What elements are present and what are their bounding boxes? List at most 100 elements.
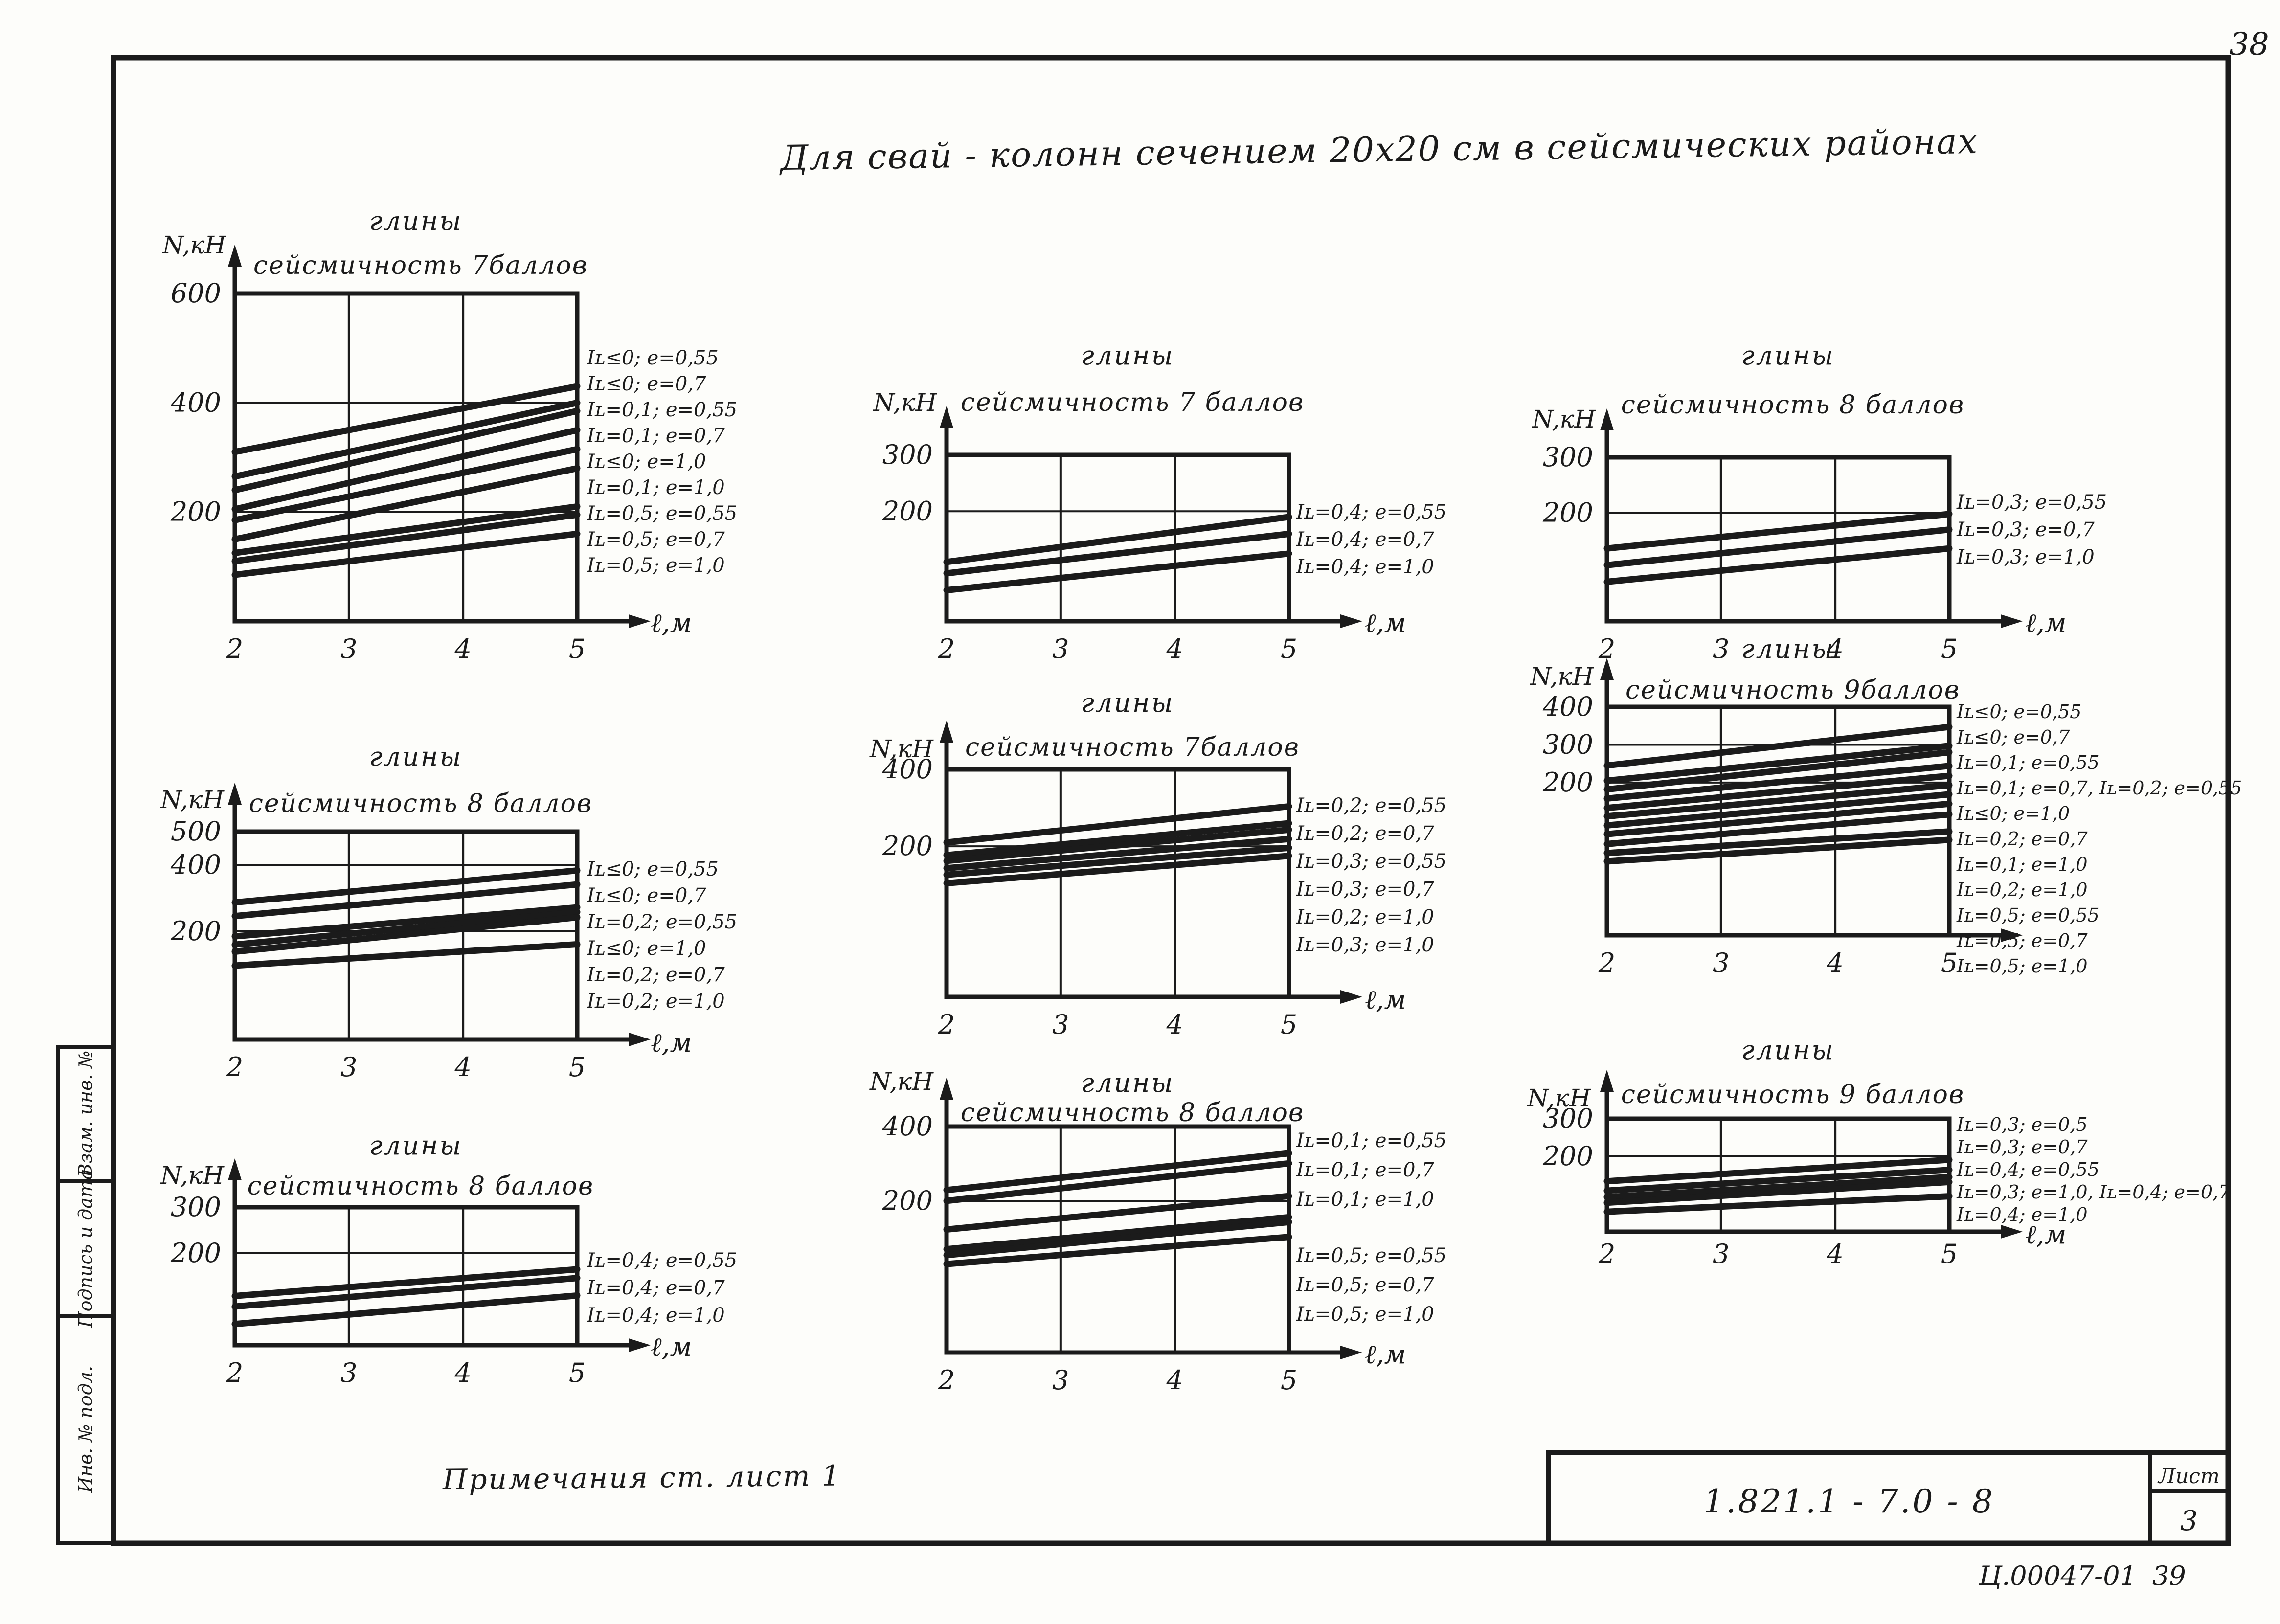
legend-label: Iʟ≤0; е=0,55 (587, 858, 719, 880)
x-tick-label: 3 (1052, 1365, 1069, 1396)
legend-label: Iʟ=0,1; е=1,0 (1296, 1188, 1434, 1211)
legend-label: Iʟ≤0; е=0,55 (1956, 701, 2081, 722)
sidebar-label-vzam: Взам. инв. № (75, 1051, 96, 1178)
chart-subtitle: сейсмичность 8 баллов (961, 1098, 1304, 1128)
legend-label: Iʟ=0,1; е=0,7, Iʟ=0,2; е=0,55 (1956, 777, 2242, 799)
sidebar-cell-inv (56, 1314, 115, 1545)
data-curve (943, 853, 1292, 886)
x-axis-label: ℓ,м (2025, 1219, 2066, 1250)
legend-label: Iʟ=0,3; е=0,55 (1296, 850, 1446, 873)
y-axis-label: N,кН (1530, 662, 1594, 691)
x-tick-label: 5 (1941, 1239, 1958, 1269)
legend-label: Iʟ=0,2; е=0,7 (1296, 822, 1434, 845)
legend-label: Iʟ=0,1; е=0,7 (587, 425, 725, 447)
chart-subtitle: сейсмичность 7 баллов (961, 388, 1304, 417)
legend-label: Iʟ=0,3; е=0,55 (1956, 491, 2107, 514)
data-curve (943, 835, 1292, 872)
legend-label: Iʟ=0,1; е=0,55 (1296, 1129, 1446, 1152)
y-tick-label: 200 (1542, 767, 1593, 798)
y-tick-label: 600 (171, 278, 221, 309)
x-tick-label: 3 (1713, 633, 1729, 664)
data-curve (943, 1193, 1292, 1233)
legend-label: Iʟ=0,4; е=0,7 (1296, 528, 1434, 551)
chart-title: глины (1081, 1067, 1174, 1098)
data-curve (943, 1150, 1292, 1194)
charts-area: глины сейсмичность 7баллов N,кН ℓ,м 600 400 20… (160, 205, 2242, 1396)
y-axis-label: N,кН (869, 735, 934, 763)
x-tick-label: 5 (569, 633, 586, 664)
x-tick-label: 3 (340, 1357, 357, 1388)
x-tick-label: 2 (938, 1009, 955, 1040)
x-axis-arrow (1340, 1346, 1362, 1359)
chart-subtitle: сейсмичность 8 баллов (1621, 390, 1964, 420)
legend-label: Iʟ=0,1; е=0,55 (1956, 752, 2099, 773)
chart-title: глины (1081, 340, 1174, 371)
data-curve (943, 826, 1292, 864)
legend-label: Iʟ≤0; е=0,7 (587, 884, 706, 907)
data-curve (231, 1275, 581, 1310)
data-curve (231, 399, 581, 480)
chart-title: глины (369, 741, 462, 772)
chart-title: глины (369, 205, 462, 236)
y-tick-label: 300 (1543, 729, 1593, 760)
y-axis-label: N,кН (1527, 1084, 1591, 1112)
data-curve (1603, 836, 1953, 865)
chart-subtitle: сейсмичность 9 баллов (1621, 1080, 1964, 1109)
legend-label: Iʟ=0,5; е=0,55 (1956, 904, 2099, 926)
x-axis-label: ℓ,м (2025, 608, 2066, 638)
legend-label: Iʟ=0,3; е=0,5 (1956, 1114, 2088, 1135)
sidebar: Взам. инв. № Подпись и дата Инв. № подл. (56, 1045, 115, 1545)
legend-label: Iʟ=0,3; е=0,7 (1296, 878, 1434, 901)
chart-bottom-left: глины сейстичность 8 баллов N,кН ℓ,м 300 200 2… (160, 1130, 737, 1388)
x-axis-arrow (629, 614, 651, 628)
y-tick-label: 200 (170, 916, 221, 947)
data-curve (231, 465, 581, 542)
x-tick-label: 4 (1826, 1239, 1843, 1269)
sidebar-label-podpis: Подпись и дата (75, 1169, 96, 1328)
data-curve (943, 1234, 1292, 1267)
drawing-frame (111, 55, 2231, 1546)
data-curve (231, 530, 581, 578)
y-tick-label: 200 (882, 831, 933, 861)
legend-label: Iʟ≤0; е=1,0 (1956, 803, 2070, 824)
x-tick-label: 2 (226, 633, 243, 664)
data-curve (1603, 743, 1953, 784)
x-tick-label: 4 (1826, 633, 1843, 664)
legend-label: Iʟ=0,4; е=1,0 (1956, 1204, 2088, 1225)
data-curve (231, 941, 581, 969)
legend-label: Iʟ=0,5; е=1,0 (1296, 1303, 1434, 1326)
data-curve (1603, 545, 1953, 585)
y-axis-arrow (940, 721, 953, 743)
x-axis-label: ℓ,м (651, 1331, 692, 1362)
x-tick-label: 2 (226, 1357, 243, 1388)
x-tick-label: 4 (1166, 1009, 1183, 1040)
data-curve (231, 1292, 581, 1328)
y-axis-arrow (1600, 1070, 1614, 1092)
data-curve (1603, 723, 1953, 769)
y-tick-label: 400 (170, 387, 221, 418)
x-axis-label: ℓ,м (1365, 984, 1406, 1015)
x-tick-label: 5 (569, 1052, 586, 1083)
x-axis-arrow (1340, 990, 1362, 1004)
y-tick-label: 200 (882, 496, 933, 526)
legend-label: Iʟ=0,2; е=0,7 (587, 964, 725, 986)
x-tick-label: 3 (1713, 1239, 1729, 1269)
x-tick-label: 4 (1166, 633, 1183, 664)
footer-code: Ц.00047-01 (1978, 1560, 2137, 1591)
data-curve (1603, 1156, 1953, 1185)
chart-title: глины (1741, 1035, 1834, 1065)
y-tick-label: 400 (170, 849, 221, 880)
y-axis-arrow (228, 1158, 242, 1180)
legend-label: Iʟ=0,1; е=1,0 (1956, 854, 2088, 875)
data-curve (231, 881, 581, 920)
x-tick-label: 5 (1941, 947, 1958, 978)
y-axis-arrow (1600, 408, 1614, 430)
x-axis-arrow (629, 1338, 651, 1352)
x-tick-label: 3 (1713, 947, 1729, 978)
data-curve (1603, 511, 1953, 552)
data-curve (1603, 763, 1953, 802)
x-axis-arrow (2001, 614, 2023, 628)
x-tick-label: 4 (454, 1357, 471, 1388)
